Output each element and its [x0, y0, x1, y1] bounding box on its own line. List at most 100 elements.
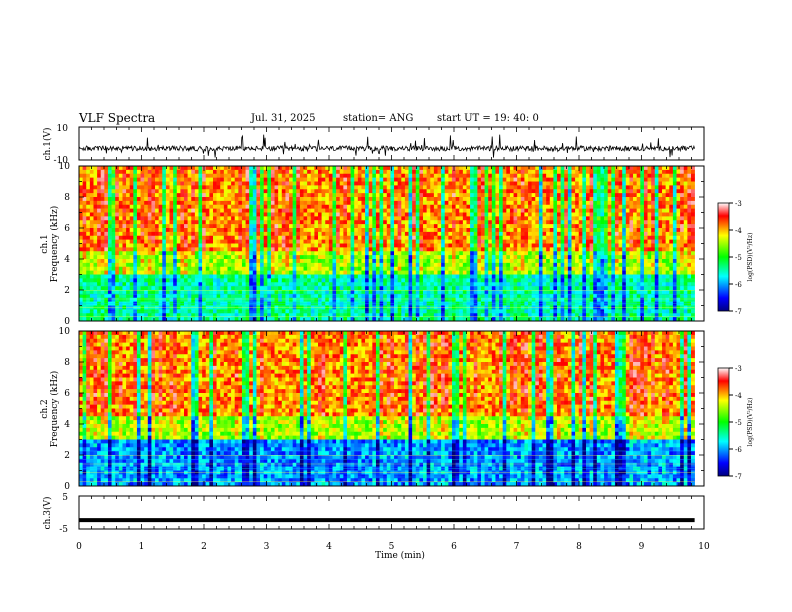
- ch1-spec-cell: [235, 174, 239, 178]
- ch1-spec-cell: [358, 185, 362, 189]
- ch1-spec-cell: [314, 224, 318, 228]
- ch1-spec-cell: [329, 302, 333, 306]
- ch1-spec-cell: [104, 240, 108, 244]
- ch1-spec-cell: [481, 189, 485, 193]
- ch1-spec-cell: [470, 178, 474, 182]
- ch1-spec-cell: [180, 267, 184, 271]
- ch1-spec-cell: [441, 263, 445, 267]
- ch1-spec-cell: [151, 197, 155, 201]
- ch1-spec-cell: [474, 267, 478, 271]
- ch1-spec-cell: [495, 213, 499, 217]
- ch1-spec-cell: [405, 224, 409, 228]
- ch1-spec-cell: [191, 275, 195, 279]
- ch1-spec-cell: [170, 201, 174, 205]
- ch1-spec-cell: [343, 278, 347, 282]
- ch1-spec-cell: [401, 197, 405, 201]
- ch1-spec-cell: [199, 193, 203, 197]
- ch1-spec-cell: [503, 255, 507, 259]
- ch1-spec-cell: [383, 201, 387, 205]
- ch1-spec-cell: [300, 166, 304, 170]
- ch1-spec-cell: [90, 255, 94, 259]
- ch1-spec-cell: [325, 174, 329, 178]
- ch1-spec-cell: [514, 278, 518, 282]
- ch1-spec-cell: [119, 232, 123, 236]
- ch1-spec-cell: [90, 244, 94, 248]
- ch1-spec-cell: [495, 216, 499, 220]
- ch1-spec-cell: [90, 220, 94, 224]
- ch1-spec-cell: [401, 240, 405, 244]
- ch1-spec-cell: [470, 182, 474, 186]
- ch1-spec-cell: [242, 170, 246, 174]
- ch1-spec-cell: [387, 166, 391, 170]
- ch1-spec-cell: [495, 236, 499, 240]
- ch1-spec-cell: [481, 263, 485, 267]
- ch1-spec-cell: [115, 240, 119, 244]
- ch1-spec-cell: [278, 178, 282, 182]
- ch1-spec-cell: [83, 185, 87, 189]
- ch1-spec-cell: [499, 240, 503, 244]
- ch1-spec-cell: [144, 251, 148, 255]
- ch1-spec-cell: [499, 182, 503, 186]
- ch1-spec-cell: [474, 220, 478, 224]
- ch1-spec-cell: [166, 213, 170, 217]
- ch1-spec-cell: [285, 313, 289, 317]
- ch1-spec-cell: [130, 259, 134, 263]
- ch1-spec-cell: [340, 263, 344, 267]
- ch1-spec-cell: [419, 216, 423, 220]
- ch1-spec-cell: [336, 209, 340, 213]
- ch1-spec-cell: [282, 275, 286, 279]
- ch1-spec-cell: [314, 271, 318, 275]
- ch1-spec-cell: [463, 290, 467, 294]
- ch1-spec-cell: [191, 240, 195, 244]
- ch1-spec-cell: [307, 302, 311, 306]
- ch1-spec-cell: [271, 247, 275, 251]
- ch1-spec-cell: [311, 240, 315, 244]
- ch1-spec-cell: [133, 189, 137, 193]
- ch1-spec-cell: [173, 275, 177, 279]
- ch1-spec-cell: [267, 228, 271, 232]
- ch1-spec-cell: [412, 182, 416, 186]
- ch1-spec-cell: [112, 213, 116, 217]
- ch1-spec-cell: [184, 205, 188, 209]
- ch1-spec-cell: [477, 271, 481, 275]
- ch1-spec-cell: [499, 278, 503, 282]
- ch1-spec-cell: [170, 251, 174, 255]
- ch1-spec-cell: [224, 193, 228, 197]
- ch1-spec-cell: [481, 205, 485, 209]
- ch1-spec-cell: [264, 193, 268, 197]
- ch1-spec-cell: [264, 220, 268, 224]
- ch1-spec-cell: [151, 240, 155, 244]
- ch1-spec-cell: [416, 259, 420, 263]
- ch1-spec-cell: [307, 197, 311, 201]
- ch1-spec-cell: [506, 251, 510, 255]
- ch1-spec-cell: [97, 201, 101, 205]
- ch1-spec-cell: [311, 201, 315, 205]
- ch1-spec-cell: [409, 189, 413, 193]
- ch1-spec-cell: [213, 286, 217, 290]
- ch1-spec-cell: [351, 271, 355, 275]
- ch1-spec-cell: [343, 302, 347, 306]
- ch1-spec-cell: [488, 275, 492, 279]
- ch1-spec-cell: [112, 244, 116, 248]
- ch1-spec-cell: [510, 267, 514, 271]
- ch1-spec-cell: [108, 244, 112, 248]
- ch1-spec-cell: [506, 259, 510, 263]
- ch1-spec-cell: [296, 278, 300, 282]
- ch1-spec-cell: [329, 267, 333, 271]
- ch1-spec-cell: [249, 232, 253, 236]
- ch1-spec-cell: [387, 278, 391, 282]
- ch1-spec-cell: [409, 228, 413, 232]
- ch1-spec-cell: [499, 185, 503, 189]
- ch1-spec-cell: [380, 236, 384, 240]
- ch1-spec-cell: [322, 244, 326, 248]
- ch1-spec-cell: [101, 178, 105, 182]
- ch1-spec-cell: [224, 213, 228, 217]
- ch1-spec-cell: [383, 286, 387, 290]
- ch1-spec-cell: [213, 251, 217, 255]
- ch1-spec-cell: [300, 209, 304, 213]
- ch1-spec-cell: [93, 185, 97, 189]
- ch1-spec-cell: [304, 185, 308, 189]
- ch1-spec-cell: [242, 189, 246, 193]
- ch1-spec-cell: [322, 170, 326, 174]
- ch1-spec-cell: [325, 309, 329, 313]
